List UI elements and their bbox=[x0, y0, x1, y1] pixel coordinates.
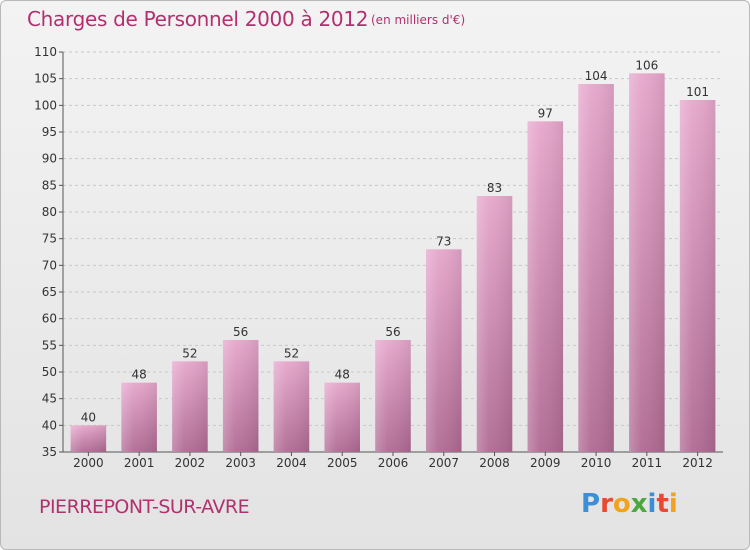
data-label: 83 bbox=[487, 181, 502, 195]
data-label: 48 bbox=[335, 368, 350, 382]
x-tick-label: 2010 bbox=[581, 456, 612, 470]
x-tick-label: 2008 bbox=[479, 456, 510, 470]
y-tick-label: 50 bbox=[42, 365, 57, 379]
x-tick-label: 2009 bbox=[530, 456, 561, 470]
x-tick-label: 2006 bbox=[378, 456, 409, 470]
y-tick-label: 40 bbox=[42, 418, 57, 432]
data-label: 48 bbox=[132, 368, 147, 382]
x-tick-label: 2012 bbox=[682, 456, 713, 470]
y-tick-label: 110 bbox=[34, 45, 57, 59]
data-label: 101 bbox=[686, 85, 709, 99]
y-tick-label: 105 bbox=[34, 72, 57, 86]
y-tick-label: 70 bbox=[42, 258, 57, 272]
y-tick-label: 35 bbox=[42, 445, 57, 459]
chart-subtitle: (en milliers d'€) bbox=[371, 13, 466, 27]
data-label: 73 bbox=[436, 234, 451, 248]
y-tick-label: 85 bbox=[42, 178, 57, 192]
x-tick-label: 2003 bbox=[225, 456, 256, 470]
logo-letter: x bbox=[630, 489, 648, 519]
data-label: 56 bbox=[233, 325, 248, 339]
x-tick-label: 2011 bbox=[632, 456, 663, 470]
data-label: 104 bbox=[585, 69, 608, 83]
y-tick-label: 100 bbox=[34, 98, 57, 112]
y-tick-label: 60 bbox=[42, 312, 57, 326]
y-tick-label: 80 bbox=[42, 205, 57, 219]
logo-letter: r bbox=[600, 489, 613, 519]
chart-title: Charges de Personnel 2000 à 2012 bbox=[27, 7, 369, 31]
logo-letter: i bbox=[668, 489, 678, 519]
logo-letter: o bbox=[612, 489, 631, 519]
data-label: 40 bbox=[81, 410, 96, 424]
data-label: 52 bbox=[284, 346, 299, 360]
logo-letter: i bbox=[647, 489, 657, 519]
bar-shade bbox=[375, 340, 411, 452]
x-tick-label: 2000 bbox=[73, 456, 104, 470]
bar-shade bbox=[324, 382, 360, 452]
y-tick-label: 90 bbox=[42, 152, 57, 166]
bar-shade bbox=[476, 196, 513, 452]
bar-shade bbox=[679, 100, 716, 452]
y-tick-label: 45 bbox=[42, 392, 57, 406]
y-tick-label: 95 bbox=[42, 125, 57, 139]
y-tick-label: 75 bbox=[42, 232, 57, 246]
data-label: 106 bbox=[635, 58, 658, 72]
x-tick-label: 2007 bbox=[428, 456, 459, 470]
bar-shade bbox=[527, 121, 564, 452]
logo-letter: P bbox=[581, 489, 601, 519]
y-tick-label: 65 bbox=[42, 285, 57, 299]
bar-shade bbox=[578, 84, 614, 452]
x-tick-label: 2001 bbox=[124, 456, 155, 470]
data-label: 52 bbox=[182, 346, 197, 360]
bar-shade bbox=[426, 249, 462, 452]
bar-shade bbox=[121, 382, 157, 452]
proxiti-logo: Proxiti bbox=[581, 489, 678, 519]
logo-letter: t bbox=[656, 489, 669, 519]
bar-shade bbox=[222, 340, 259, 452]
data-label: 56 bbox=[385, 325, 400, 339]
data-label: 97 bbox=[538, 106, 553, 120]
commune-name: PIERREPONT-SUR-AVRE bbox=[39, 496, 250, 518]
bar-shade bbox=[70, 425, 107, 452]
bar-shade bbox=[629, 73, 665, 452]
x-tick-label: 2004 bbox=[276, 456, 307, 470]
x-tick-label: 2005 bbox=[327, 456, 358, 470]
bar-shade bbox=[273, 361, 310, 452]
x-tick-label: 2002 bbox=[175, 456, 206, 470]
bar-shade bbox=[172, 361, 208, 452]
y-tick-label: 55 bbox=[42, 338, 57, 352]
